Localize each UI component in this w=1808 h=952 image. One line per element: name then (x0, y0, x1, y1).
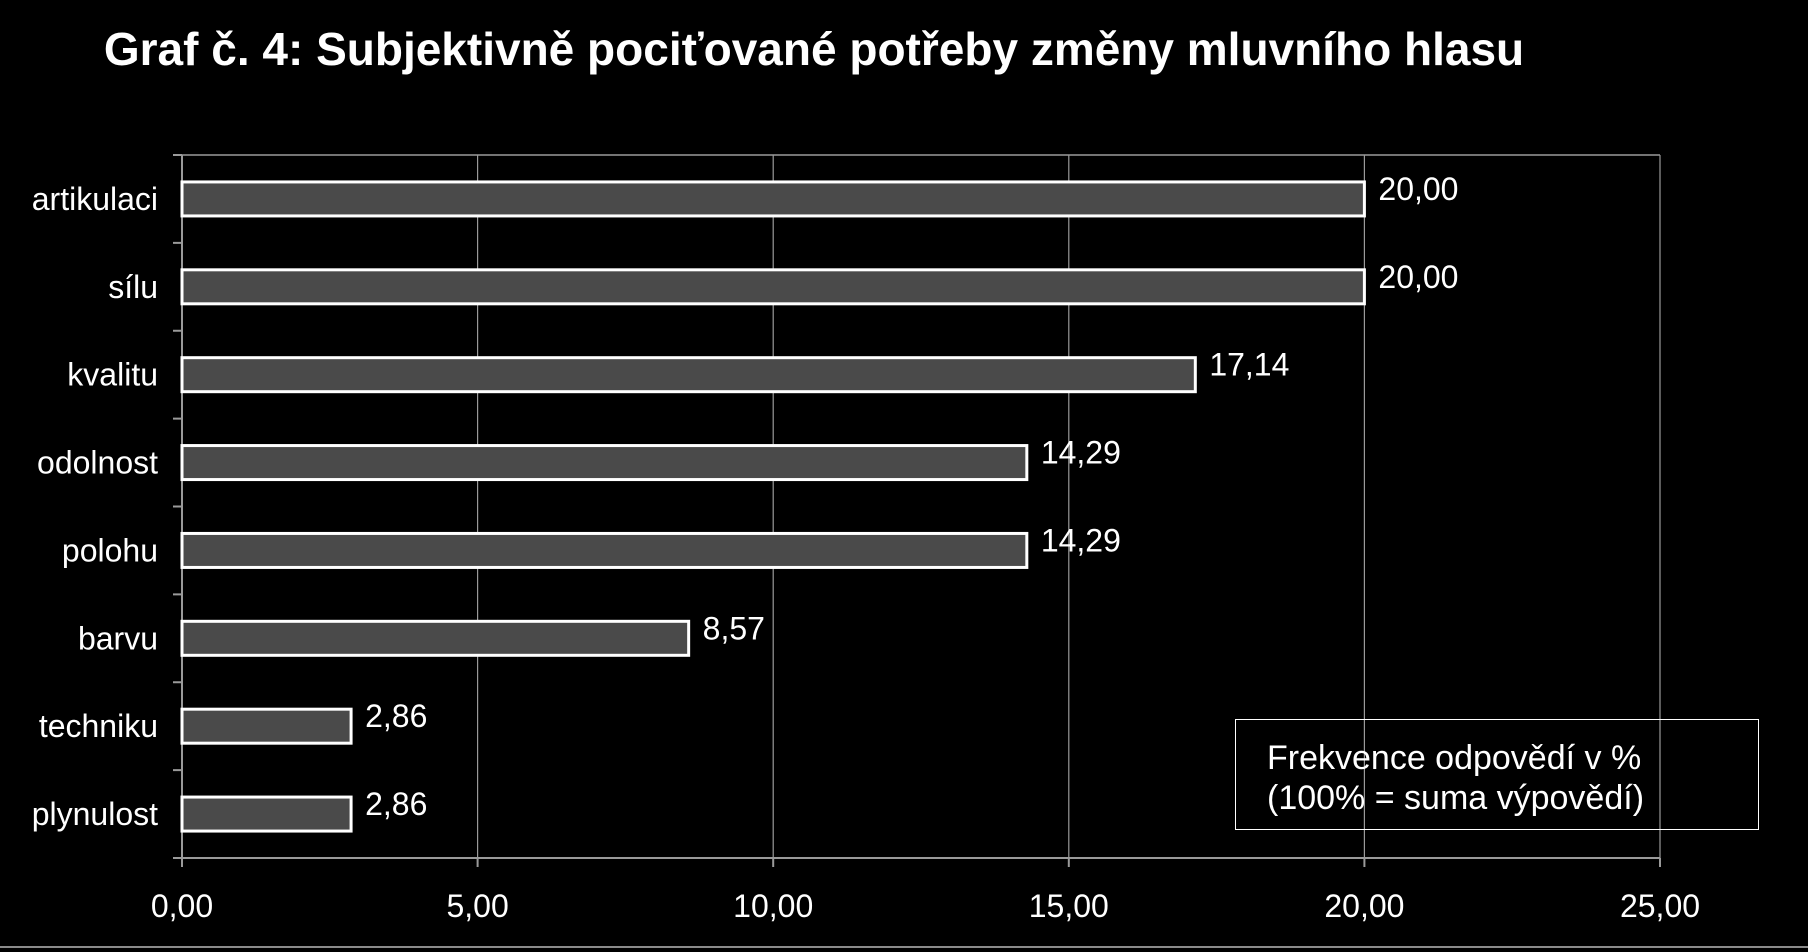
category-label: odolnost (37, 445, 158, 481)
x-tick-label: 25,00 (1620, 888, 1700, 924)
bar (180, 444, 1029, 482)
category-label: artikulaci (32, 181, 158, 217)
data-label: 14,29 (1041, 435, 1121, 471)
bar (180, 707, 353, 745)
bars (180, 180, 1366, 833)
x-tick-label: 0,00 (151, 888, 213, 924)
data-label: 17,14 (1209, 347, 1289, 383)
category-label: plynulost (32, 796, 158, 832)
x-tick-label: 5,00 (446, 888, 508, 924)
data-label: 2,86 (365, 698, 427, 734)
category-label: barvu (78, 620, 158, 656)
x-tick-label: 15,00 (1029, 888, 1109, 924)
category-label: sílu (108, 269, 158, 305)
x-tick-label: 20,00 (1324, 888, 1404, 924)
data-label: 20,00 (1378, 171, 1458, 207)
category-label: techniku (39, 708, 158, 744)
legend-line-2: (100% = suma výpovědí) (1267, 779, 1645, 817)
bottom-divider (0, 946, 1808, 948)
bar (180, 619, 691, 657)
bar (180, 531, 1029, 569)
axes: 0,00 5,00 10,00 15,00 20,00 25,00 (151, 154, 1700, 924)
category-label: kvalitu (67, 357, 158, 393)
bar (180, 180, 1366, 218)
chart-title: Graf č. 4: Subjektivně pociťované potřeb… (103, 23, 1525, 75)
bar (180, 268, 1366, 306)
legend-box: Frekvence odpovědí v % (100% = suma výpo… (1235, 719, 1759, 830)
data-label: 2,86 (365, 786, 427, 822)
labels: artikulaci 20,00 sílu 20,00 kvalitu 17,14 odol… (32, 171, 1459, 832)
category-label: polohu (62, 532, 158, 568)
bar (180, 795, 353, 833)
data-label: 20,00 (1378, 259, 1458, 295)
x-tick-label: 10,00 (733, 888, 813, 924)
data-label: 8,57 (703, 610, 765, 646)
data-label: 14,29 (1041, 522, 1121, 558)
legend-line-1: Frekvence odpovědí v % (1267, 739, 1642, 777)
bar (180, 356, 1197, 394)
